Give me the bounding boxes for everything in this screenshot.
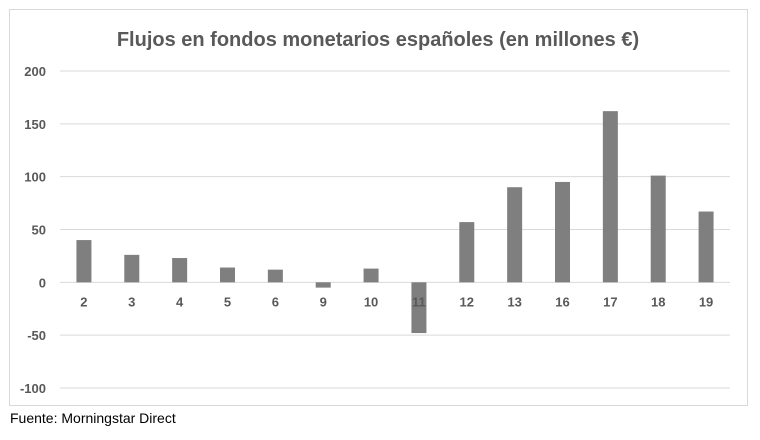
x-axis-ticks: 2 3 4 5 6 9 10 11 12 13 16 17 18 19	[80, 294, 713, 309]
x-tick-label: 18	[651, 294, 665, 309]
x-tick-label: 5	[224, 294, 231, 309]
x-tick-label: 3	[128, 294, 135, 309]
bar-13	[507, 187, 523, 283]
bar-3	[124, 254, 140, 283]
bar-6	[267, 269, 283, 283]
bar-10	[363, 268, 379, 283]
bar-16	[555, 181, 570, 283]
gridlines	[60, 70, 730, 389]
chart-frame	[9, 9, 748, 406]
y-tick-label: 200	[24, 64, 46, 79]
bar-11	[411, 282, 427, 334]
bar-17	[602, 111, 618, 283]
y-axis-ticks: 200 150 100 50 0 -50 -100	[20, 64, 46, 396]
y-tick-label: 100	[24, 170, 46, 185]
chart-title: Flujos en fondos monetarios españoles (e…	[117, 29, 639, 51]
source-note: Fuente: Morningstar Direct	[10, 410, 176, 426]
x-tick-label: 17	[603, 294, 617, 309]
bar-9	[315, 282, 331, 288]
y-tick-label: -100	[20, 381, 46, 396]
x-tick-label: 12	[460, 294, 474, 309]
x-tick-label: 6	[272, 294, 279, 309]
x-tick-label: 4	[176, 294, 184, 309]
x-tick-label: 11	[412, 294, 426, 309]
y-tick-label: 50	[32, 223, 46, 238]
y-tick-label: 0	[39, 275, 46, 290]
x-tick-label: 13	[507, 294, 521, 309]
bar-18	[650, 175, 666, 283]
x-tick-label: 10	[364, 294, 378, 309]
x-tick-label: 19	[699, 294, 713, 309]
x-tick-label: 2	[80, 294, 87, 309]
x-tick-label: 16	[555, 294, 569, 309]
bar-12	[459, 222, 475, 283]
bars	[76, 111, 714, 334]
y-tick-label: -50	[27, 328, 46, 343]
x-tick-label: 9	[320, 294, 327, 309]
y-tick-label: 150	[24, 117, 46, 132]
bar-2	[76, 240, 92, 283]
bar-4	[172, 258, 188, 283]
bar-19	[698, 211, 714, 283]
bar-5	[220, 267, 235, 283]
